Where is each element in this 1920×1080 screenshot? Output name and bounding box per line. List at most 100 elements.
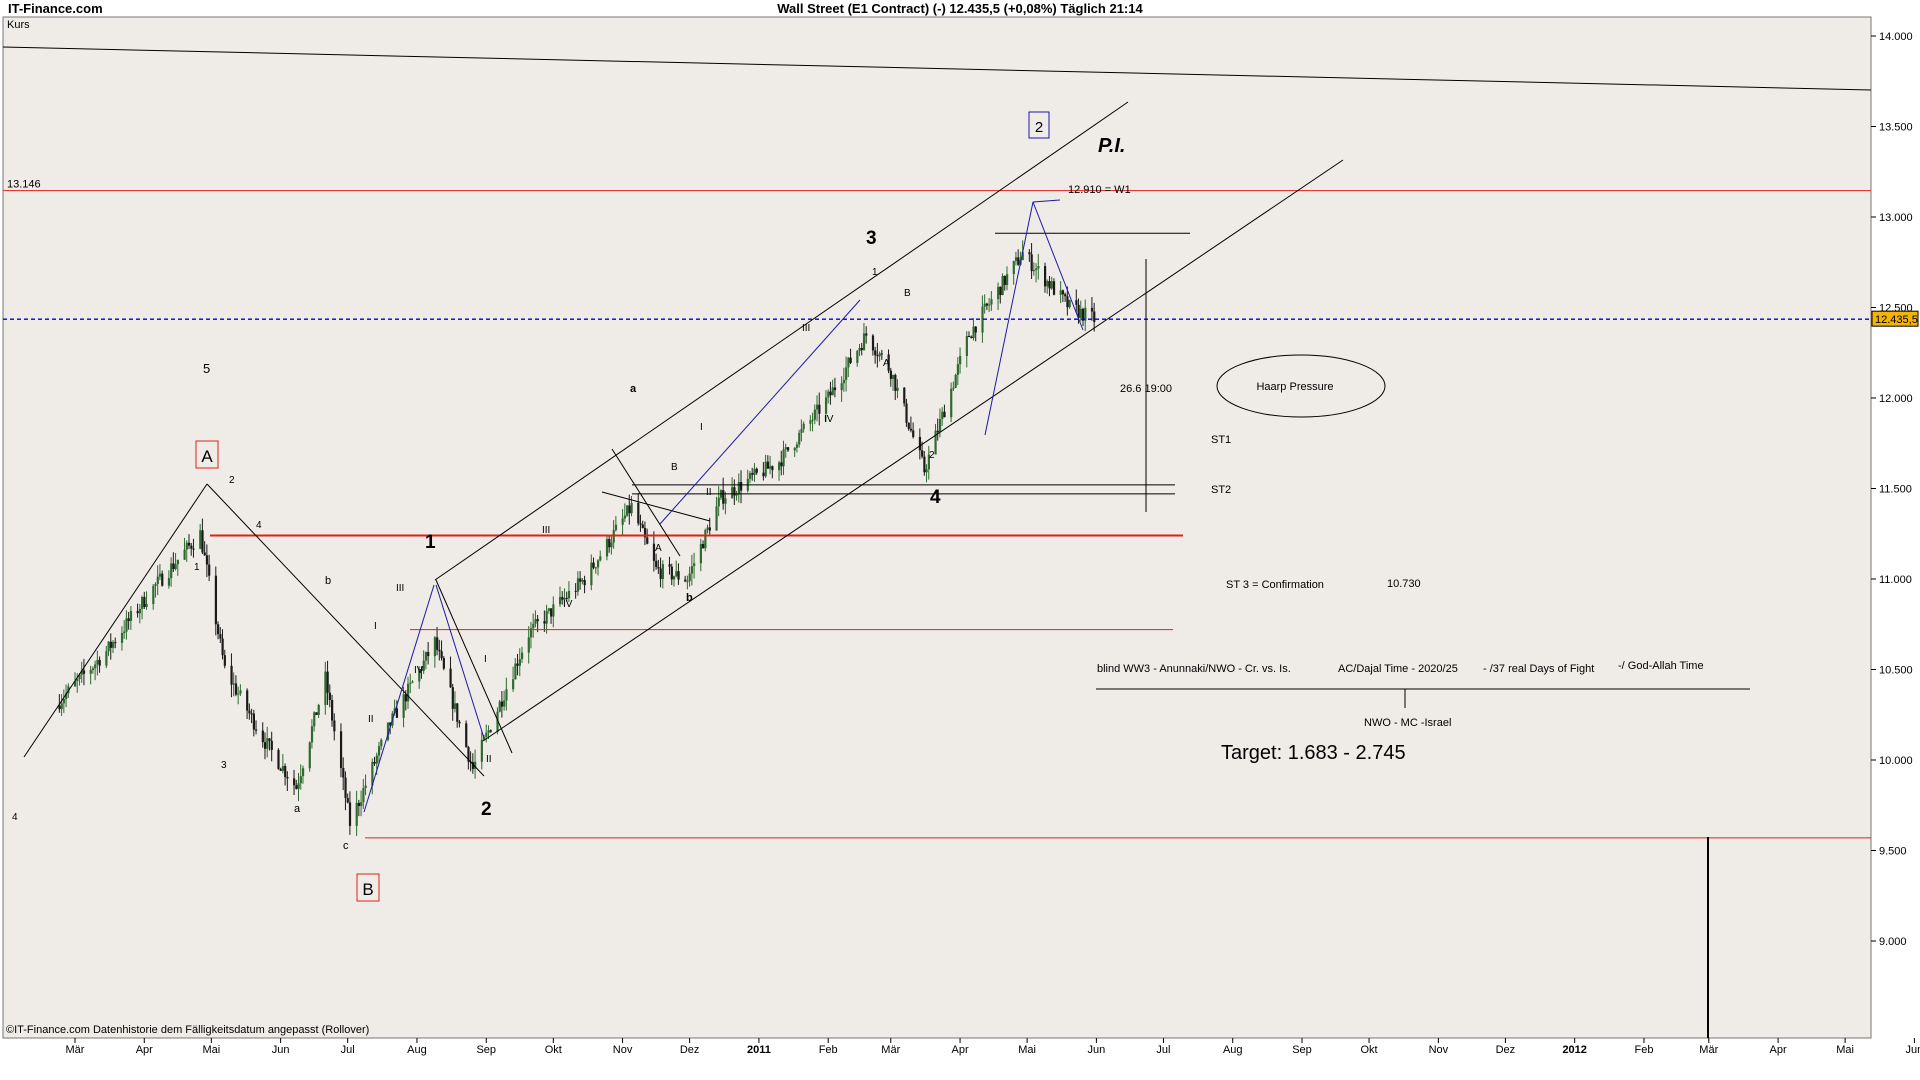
wave-sublabel: IV — [563, 599, 573, 610]
candle-body — [552, 604, 555, 617]
candle-body — [970, 336, 973, 339]
candle-body — [125, 618, 128, 632]
candle-body — [480, 739, 483, 762]
candle-body — [706, 527, 709, 531]
target-label: Target: 1.683 - 2.745 — [1221, 742, 1406, 764]
x-tick-label: Mai — [1018, 1044, 1036, 1056]
box-2-frame — [1028, 111, 1050, 139]
wave-sublabel: I — [374, 621, 377, 632]
trendline-d — [611, 448, 681, 557]
candle-body — [453, 703, 457, 709]
candle-body — [753, 468, 756, 475]
candle-body — [141, 596, 144, 609]
candle-body — [145, 603, 148, 607]
candle-body — [138, 608, 142, 614]
x-tick-label: Apr — [951, 1044, 968, 1056]
candle-body — [404, 694, 407, 702]
candle-body — [449, 668, 452, 688]
candle-body — [208, 564, 211, 576]
wave-sublabel: B — [904, 288, 911, 299]
candle-body — [1066, 296, 1069, 308]
candle-body — [959, 355, 962, 365]
candle-body — [833, 387, 837, 391]
time-label: 26.6 19:00 — [1120, 383, 1172, 395]
candle-body — [496, 711, 499, 732]
candle-body — [1093, 311, 1096, 323]
candle-body — [1012, 261, 1015, 275]
candle-body — [317, 705, 320, 715]
candle-body — [377, 746, 381, 756]
blue-wave-4 — [984, 201, 1034, 436]
candle-body — [190, 545, 193, 549]
wave-label-2: 2 — [481, 799, 492, 820]
candle-body — [943, 411, 946, 418]
x-tick-label: 2011 — [747, 1044, 771, 1056]
candle-body — [684, 579, 687, 582]
candle-body — [876, 355, 879, 357]
candle-body — [230, 665, 233, 685]
candle-body — [339, 731, 343, 769]
candle-body — [952, 387, 955, 389]
candle-body — [174, 564, 177, 570]
y-tick-label: 11.500 — [1879, 484, 1912, 496]
candle-body — [205, 555, 209, 565]
x-tick-label: 2012 — [1562, 1044, 1586, 1056]
candle-body — [769, 466, 772, 469]
candle-body — [1028, 252, 1031, 255]
candle-body — [927, 454, 930, 470]
candle-body — [918, 436, 922, 451]
candle-body — [111, 642, 115, 648]
candle-body — [581, 580, 584, 582]
candle-body — [407, 683, 410, 702]
candle-body — [1090, 307, 1094, 312]
candle-body — [346, 798, 349, 803]
candle-body — [424, 652, 428, 661]
wave-sublabel: III — [542, 525, 550, 536]
candle-body — [1014, 257, 1018, 262]
candle-body — [60, 703, 63, 710]
blue-wave-1 — [363, 584, 435, 813]
x-tick-label: Apr — [136, 1044, 153, 1056]
candle-body — [324, 671, 327, 706]
candle-body — [672, 576, 676, 580]
wave-sublabel: III — [396, 583, 404, 594]
candle-body — [628, 505, 631, 514]
candle-body — [985, 303, 989, 306]
candle-body — [614, 524, 618, 531]
candle-body — [677, 571, 680, 580]
st2-label: ST2 — [1211, 484, 1231, 496]
candle-body — [637, 502, 640, 524]
candle-body — [1005, 274, 1009, 285]
candle-body — [880, 353, 884, 355]
candle-body — [328, 692, 331, 700]
candle-body — [936, 430, 939, 433]
candle-body — [362, 787, 365, 803]
candle-body — [892, 374, 895, 379]
x-tick-label: Okt — [545, 1044, 562, 1056]
candle-body — [733, 487, 736, 496]
candle-body — [529, 628, 533, 638]
candle-body — [778, 462, 781, 471]
candle-body — [894, 374, 897, 391]
trendline-a — [23, 483, 208, 758]
wave-sublabel: I — [484, 654, 487, 665]
channel-upper — [434, 101, 1129, 581]
wave-label-4: 4 — [930, 487, 941, 508]
candle-body — [988, 304, 991, 306]
candle-body — [67, 686, 70, 694]
candle-body — [1059, 290, 1062, 295]
candle-body — [279, 768, 282, 771]
candle-body — [1032, 270, 1036, 272]
copyright-footer: ©IT-Finance.com Datenhistorie dem Fällig… — [6, 1024, 369, 1036]
candle-body — [661, 564, 665, 580]
candle-body — [925, 469, 928, 473]
channel-lower — [482, 159, 1344, 742]
candle-body — [299, 776, 302, 784]
candle-body — [250, 713, 253, 715]
y-tick-label: 10.000 — [1879, 755, 1913, 767]
x-tick-label: Feb — [819, 1044, 838, 1056]
candle-body — [675, 571, 678, 577]
candle-body — [818, 404, 821, 414]
wave-sublabel: A — [883, 358, 890, 369]
candle-body — [512, 679, 515, 690]
